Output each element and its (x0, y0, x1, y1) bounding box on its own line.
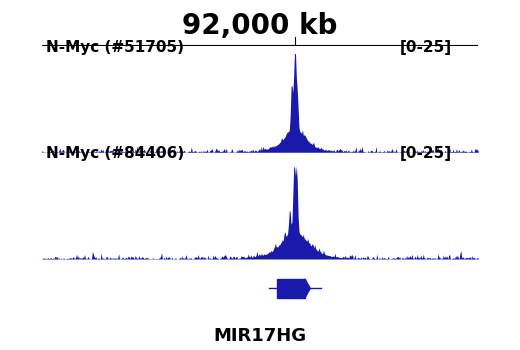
Text: N-Myc (#51705): N-Myc (#51705) (46, 40, 184, 55)
Text: [0-25]: [0-25] (400, 40, 452, 55)
Text: [0-25]: [0-25] (400, 146, 452, 161)
Text: 92,000 kb: 92,000 kb (183, 12, 337, 40)
Text: N-Myc (#84406): N-Myc (#84406) (46, 146, 184, 161)
Text: MIR17HG: MIR17HG (213, 327, 307, 345)
FancyArrow shape (304, 279, 310, 298)
Bar (278, 279, 305, 298)
